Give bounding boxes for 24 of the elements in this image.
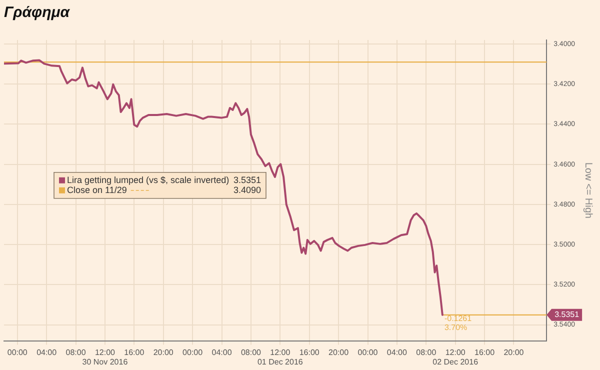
x-tick-label: 16:00 bbox=[474, 348, 496, 357]
annotation: 3.5351 bbox=[554, 310, 580, 320]
x-tick-label: 20:00 bbox=[153, 348, 174, 357]
x-tick-label: 00:00 bbox=[182, 348, 204, 357]
x-tick-label: 16:00 bbox=[299, 348, 320, 357]
x-tick-label: 08:00 bbox=[66, 348, 86, 357]
x-tick-label: 20:00 bbox=[504, 348, 524, 357]
y-axis-title: Low <= High bbox=[582, 162, 594, 218]
annotation: 3.4090 bbox=[233, 184, 261, 195]
annotation: 3.70% bbox=[444, 323, 468, 332]
legend-label: Lira getting lumped (vs $, scale inverted) bbox=[67, 174, 230, 185]
annotation: 3.5351 bbox=[233, 174, 261, 185]
x-tick-label: 04:00 bbox=[36, 348, 58, 357]
annotation: -0.1261 bbox=[444, 314, 472, 324]
x-tick-label: 04:00 bbox=[212, 348, 232, 357]
chart-title: Γράφημα bbox=[4, 4, 70, 22]
x-tick-label: 00:00 bbox=[7, 348, 28, 357]
x-tick-label: 00:00 bbox=[358, 348, 378, 357]
legend-label: Close on 11/29 bbox=[67, 184, 127, 195]
x-tick-label: 20:00 bbox=[328, 348, 350, 357]
x-tick-label: 16:00 bbox=[124, 348, 145, 357]
x-tick-label: 04:00 bbox=[386, 348, 408, 357]
x-tick-label: 08:00 bbox=[416, 348, 437, 357]
x-tick-label: 08:00 bbox=[240, 348, 262, 357]
